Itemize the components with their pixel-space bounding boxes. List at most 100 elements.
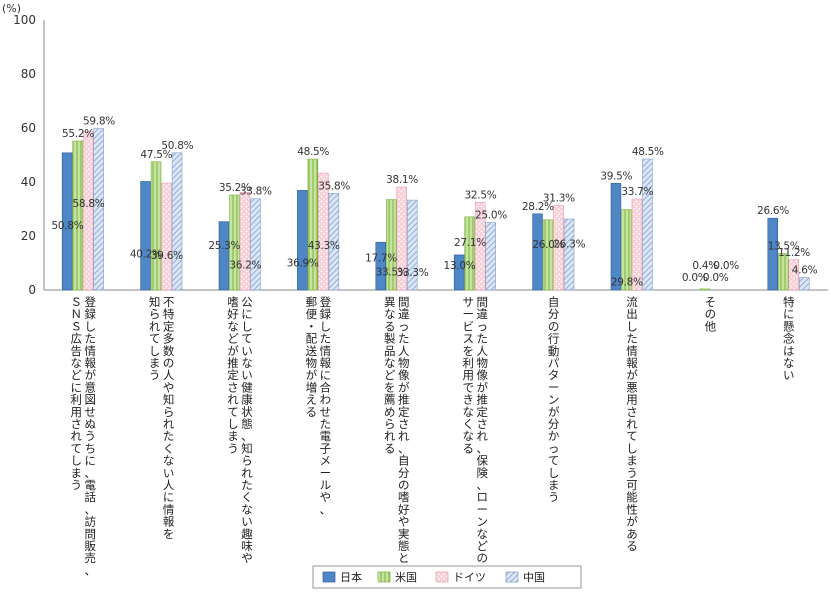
- x-category-label: 知られてしまう: [149, 295, 161, 382]
- bar-usa: [542, 219, 554, 291]
- data-label: 39.6%: [151, 250, 183, 262]
- y-tick-label: 80: [21, 67, 36, 81]
- data-label: 36.9%: [287, 257, 319, 269]
- data-label: 48.5%: [632, 146, 664, 158]
- data-label: 31.3%: [543, 192, 575, 204]
- bar-china: [642, 158, 653, 291]
- bar-usa: [464, 216, 475, 291]
- bar-japan: [140, 181, 151, 291]
- x-category-label: サービスを利用できなくなる: [462, 295, 474, 455]
- bar-germany: [161, 182, 172, 291]
- bar-germany: [631, 198, 643, 291]
- bar-china: [93, 128, 104, 291]
- x-category-label: 不特定多数の人や知られたくない人に情報を: [163, 295, 175, 541]
- bar-germany: [318, 172, 329, 291]
- data-label: 0.4%: [692, 260, 718, 272]
- x-category-label: 郵便・配送物が増える: [306, 295, 318, 419]
- legend-label: 米国: [395, 571, 417, 584]
- bar-china: [485, 222, 496, 291]
- y-tick-label: 60: [21, 121, 36, 135]
- data-label: 26.6%: [757, 205, 789, 217]
- bar-china: [250, 198, 261, 291]
- data-label: 13.5%: [768, 241, 800, 253]
- data-label: 0.0%: [713, 260, 739, 272]
- bar-japan: [767, 217, 778, 291]
- bar-germany: [474, 201, 486, 291]
- data-label: 33.7%: [621, 186, 653, 198]
- x-category-label: 登録した情報が意図せぬうちに、電話、訪問販売、: [84, 295, 96, 577]
- bar-japan: [532, 213, 543, 291]
- data-label: 55.2%: [62, 128, 94, 140]
- bar-usa: [72, 140, 83, 291]
- x-category-label: 流出した情報が悪用されてしまう可能性がある: [626, 295, 638, 553]
- data-label: 26.0%: [532, 239, 564, 251]
- legend-swatch-japan: [322, 571, 336, 583]
- data-label: 35.2%: [219, 182, 251, 194]
- legend-label: 日本: [340, 570, 362, 584]
- x-category-label: 嗜好などが推定されてしまう: [227, 295, 239, 455]
- data-label: 39.5%: [600, 170, 632, 182]
- y-axis-unit: (%): [2, 2, 21, 15]
- data-label: 59.8%: [83, 116, 115, 128]
- data-label: 35.8%: [318, 180, 350, 192]
- x-category-label: ＳＮＳ広告などに利用されてしまう: [70, 295, 82, 492]
- x-category-label: その他: [705, 295, 717, 333]
- data-label: 17.7%: [365, 252, 397, 264]
- bar-japan: [375, 241, 386, 291]
- bar-usa: [385, 199, 397, 291]
- data-label: 4.6%: [792, 265, 818, 277]
- bar-china: [406, 199, 418, 291]
- data-label: 11.2%: [778, 247, 810, 259]
- bar-china: [171, 152, 183, 291]
- bar-japan: [297, 190, 308, 291]
- x-category-label: 特に懸念はない: [783, 295, 795, 382]
- data-label: 47.5%: [140, 149, 172, 161]
- data-label: 43.3%: [308, 240, 340, 252]
- bar-usa: [229, 194, 240, 291]
- data-label: 27.1%: [454, 237, 486, 249]
- legend-swatch-usa: [377, 571, 391, 583]
- bar-usa: [699, 288, 711, 291]
- bar-germany: [82, 130, 94, 291]
- x-category-label: 登録した情報に合わせた電子メールや、: [320, 295, 332, 516]
- bar-usa: [777, 253, 789, 291]
- bar-layer: [61, 128, 810, 291]
- data-label: 28.2%: [522, 201, 554, 213]
- x-category-label: 自分の行動パターンが分かってしまう: [548, 295, 560, 504]
- data-label: 33.8%: [240, 186, 272, 198]
- legend-label: ドイツ: [453, 571, 486, 584]
- data-label: 33.3%: [397, 267, 429, 279]
- data-label: 32.5%: [465, 189, 497, 201]
- data-label: 38.1%: [386, 174, 418, 186]
- x-category-label: 間違った人物像が推定され、自分の嗜好や実態と: [398, 295, 410, 565]
- bar-japan: [218, 221, 230, 291]
- bar-germany: [239, 191, 251, 291]
- data-label: 48.5%: [297, 146, 329, 158]
- data-label-layer: 50.8% 55.2% 58.8% 59.8% 40.2% 47.5% 39.6% 50.8%…: [52, 116, 818, 289]
- bar-japan: [453, 254, 465, 291]
- bar-usa: [621, 209, 632, 291]
- y-tick-label: 0: [28, 283, 36, 297]
- x-category-label: 異なる製品などを薦められる: [384, 295, 396, 455]
- x-category-label: 公にしていない健康状態、知られたくない趣味や: [241, 295, 253, 565]
- bar-germany: [788, 259, 799, 291]
- bar-japan: [610, 183, 622, 291]
- bar-usa: [307, 158, 319, 291]
- legend-label: 中国: [523, 571, 545, 584]
- legend-swatch-germany: [435, 571, 449, 583]
- y-tick-label: 20: [21, 229, 36, 243]
- data-label: 36.2%: [229, 259, 261, 271]
- data-label: 13.0%: [444, 260, 476, 272]
- bar-usa: [150, 161, 162, 291]
- data-label: 33.5%: [376, 267, 408, 279]
- data-label: 25.3%: [208, 240, 240, 252]
- data-label: 25.0%: [475, 210, 507, 222]
- bar-germany: [553, 205, 564, 291]
- data-label: 40.2%: [130, 248, 162, 260]
- data-label: 0.0%: [682, 272, 708, 284]
- y-tick-label: 100: [13, 13, 36, 27]
- data-label: 50.8%: [52, 220, 84, 232]
- bar-china: [563, 218, 575, 291]
- bar-china: [798, 277, 810, 291]
